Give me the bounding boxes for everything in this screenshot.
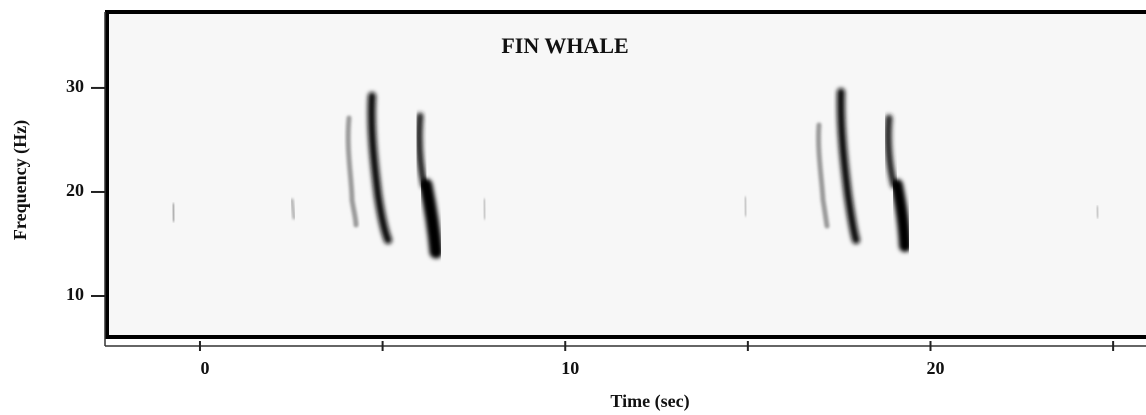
- y-tick-label: 30: [66, 76, 84, 96]
- y-tick-label: 10: [66, 284, 84, 304]
- chart-title: FIN WHALE: [501, 33, 628, 58]
- x-axis-label: Time (sec): [610, 391, 689, 412]
- x-tick-label: 20: [926, 358, 944, 378]
- y-tick-label: 20: [66, 180, 84, 200]
- x-tick-label: 10: [561, 358, 579, 378]
- spectrogram-energy: [171, 88, 1100, 259]
- x-tick-label: 0: [200, 358, 209, 378]
- y-axis-label: Frequency (Hz): [10, 120, 31, 240]
- plot-frame: [105, 10, 1146, 339]
